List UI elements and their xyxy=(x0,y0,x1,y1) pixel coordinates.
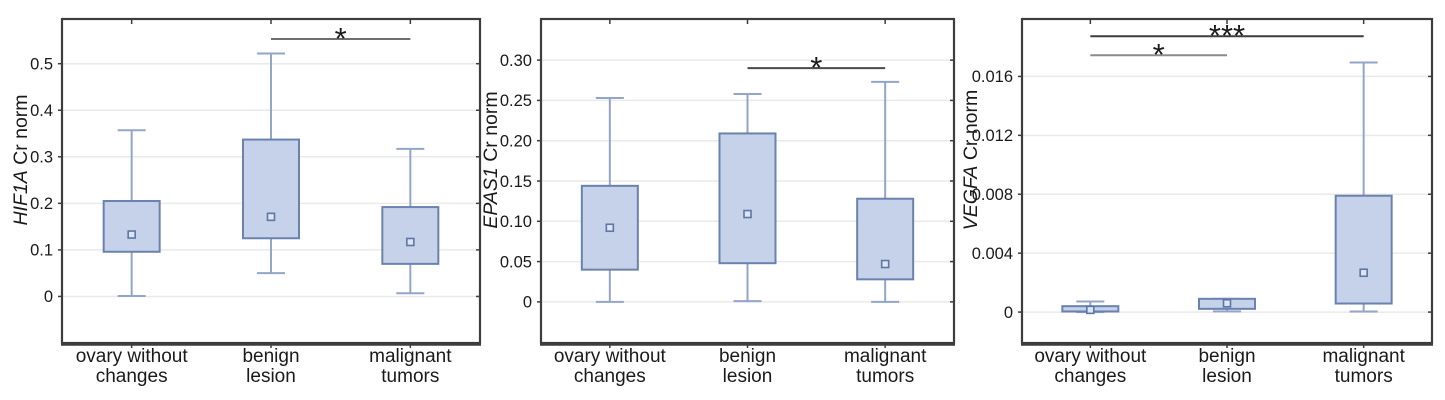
y-tick-label: 0.15 xyxy=(500,173,532,191)
category-label: malignant xyxy=(369,346,452,367)
y-tick-label: 0.30 xyxy=(500,52,532,70)
y-axis-title: HIF1A Cr norm xyxy=(10,94,32,225)
y-tick-label: 0.2 xyxy=(30,195,53,213)
y-tick-label: 0.5 xyxy=(30,55,53,73)
category-label: tumors xyxy=(381,366,439,387)
y-tick-label: 0.25 xyxy=(500,92,532,110)
box-group xyxy=(856,80,915,303)
box-rect xyxy=(1334,194,1393,305)
box-rect xyxy=(718,132,777,265)
category-label: lesion xyxy=(1202,366,1252,387)
y-tick-label: 0.008 xyxy=(972,186,1013,204)
mean-marker xyxy=(605,223,615,233)
y-tick-label: 0.05 xyxy=(500,253,532,271)
significance-label: * xyxy=(1153,37,1165,72)
significance-label: * xyxy=(810,50,822,85)
box-rect xyxy=(381,206,440,265)
mean-marker xyxy=(406,237,415,247)
box-group xyxy=(242,52,300,275)
y-tick-label: 0 xyxy=(1004,304,1013,322)
y-tick-label: 0.4 xyxy=(30,102,53,120)
category-label: benign xyxy=(1198,346,1255,367)
box-rect xyxy=(102,200,161,253)
y-tick-label: 0 xyxy=(44,288,53,306)
mean-marker xyxy=(127,230,136,239)
category-label: changes xyxy=(1054,366,1126,387)
box-group xyxy=(1334,61,1393,313)
mean-marker xyxy=(743,209,752,219)
mean-marker xyxy=(880,259,890,269)
category-label: tumors xyxy=(1335,366,1393,387)
y-tick-label: 0.3 xyxy=(30,149,53,167)
mean-marker xyxy=(1222,298,1232,308)
category-label: changes xyxy=(96,366,168,387)
y-tick-label: 0 xyxy=(523,294,532,312)
category-label: benign xyxy=(242,346,299,367)
category-label: ovary without xyxy=(76,346,189,367)
y-tick-label: 0.10 xyxy=(500,213,532,231)
y-tick-label: 0.004 xyxy=(972,245,1013,263)
y-axis-title: EPAS1 Cr norm xyxy=(480,91,502,228)
mean-marker xyxy=(266,212,276,222)
boxplot-panel-vegfa: 0 0.004 0.008 0.012 0.016 ovary withoutchange… xyxy=(960,17,1434,387)
box-group xyxy=(381,147,440,295)
box-group xyxy=(102,129,161,297)
category-label: lesion xyxy=(246,366,296,387)
category-label: ovary without xyxy=(554,346,667,367)
significance-label: * xyxy=(335,21,347,56)
category-label: tumors xyxy=(856,366,914,387)
boxplot-panel-epas1: 0 0.05 0.10 0.15 0.20 0.25 0.30 ovary withoutch… xyxy=(480,17,956,387)
category-label: malignant xyxy=(844,346,927,367)
box-group xyxy=(580,96,639,303)
mean-marker xyxy=(1359,268,1368,278)
category-label: ovary without xyxy=(1034,346,1147,367)
box-group xyxy=(718,92,777,303)
category-label: changes xyxy=(574,366,646,387)
y-tick-label: 0.20 xyxy=(500,132,532,150)
y-axis-title: VEGFA Cr norm xyxy=(960,90,982,231)
y-tick-label: 0.012 xyxy=(972,127,1013,145)
category-label: malignant xyxy=(1322,346,1405,367)
box-rect xyxy=(242,138,300,240)
y-tick-label: 0.016 xyxy=(972,68,1013,86)
box-group xyxy=(1198,297,1256,313)
mean-marker xyxy=(1086,305,1095,315)
box-group xyxy=(1061,300,1120,315)
y-tick-label: 0.1 xyxy=(30,242,53,260)
category-label: lesion xyxy=(723,366,773,387)
category-label: benign xyxy=(719,346,776,367)
significance-label: *** xyxy=(1209,18,1245,53)
